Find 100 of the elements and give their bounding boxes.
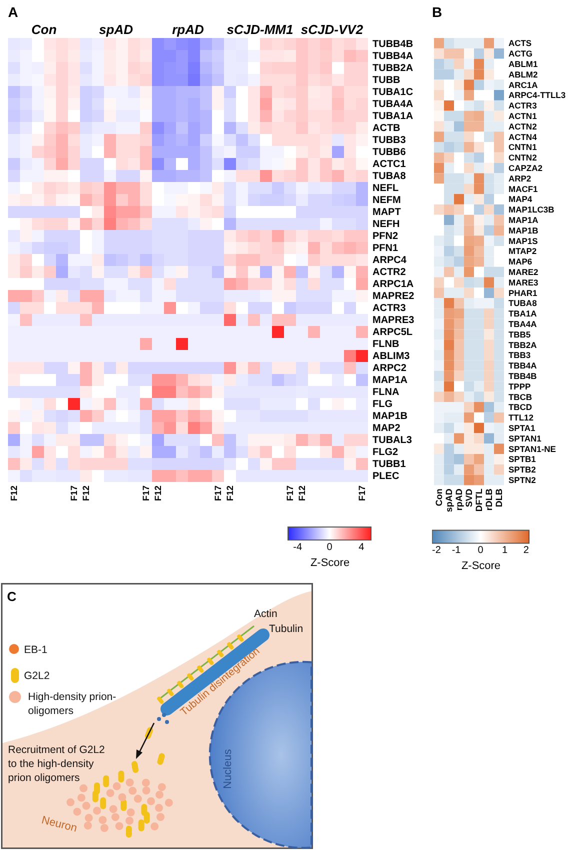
y-tick-label: TBB4B [508,370,537,381]
color-bar-title: Z-Score [461,560,501,572]
y-tick-label: TUBB4A [372,51,414,62]
x-tick-label: F12 [81,486,91,502]
text: Nucleus [222,748,234,789]
y-tick-label: ARPC1A [372,279,414,290]
y-tick-label: MAP6 [508,256,532,267]
x-tick-label: Con [434,488,444,506]
x-tick-label: F17 [213,486,223,502]
y-tick-label: SPTB1 [508,454,536,464]
y-tick-label: CNTN1 [508,142,538,152]
y-tick-label: FLNA [372,387,400,398]
y-tick-label: FLG2 [372,447,398,458]
y-tick-label: PFN1 [372,243,398,254]
text: spAD [99,22,133,37]
x-tick-label: F12 [297,486,307,502]
y-tick-label: SPTAN1-NE [508,444,556,454]
x-tick-label: SVD [464,488,474,508]
color-bar-label: 2 [523,545,530,556]
x-tick-label: F17 [141,486,151,502]
y-tick-label: TUBA1A [372,111,414,122]
x-tick-label: spAD [444,488,454,512]
x-tick-label: F17 [357,486,367,502]
y-tick-label: ACTR3 [508,100,538,111]
y-tick-label: PHAR1 [508,288,538,298]
y-tick-label: MAP1A [508,214,538,225]
y-tick-label: MAP1B [372,411,408,422]
y-tick-label: NEFH [372,219,400,230]
x-tick-label: F17 [285,486,295,502]
y-tick-label: ARP2 [508,173,532,184]
y-tick-label: ABLM1 [508,59,538,69]
y-tick-label: TUBA1C [372,87,414,98]
color-bar-label: -2 [432,545,442,556]
y-tick-label: TUBB2A [372,63,414,74]
x-tick-label: DFTL [474,488,484,512]
y-tick-label: MTAP2 [508,246,537,256]
y-tick-label: ACTN4 [508,132,538,142]
text: High-density prion-oligomers [28,691,117,717]
y-tick-label: TUBAL3 [372,435,412,446]
y-tick-label: PFN2 [372,231,398,242]
y-tick-label: MARE2 [508,266,538,277]
text: Actin [254,608,278,620]
y-tick-label: TUBB4B [372,39,414,50]
chart-title: B [432,4,442,20]
y-tick-label: ACTR3 [372,303,406,314]
y-tick-label: TUBB3 [372,135,406,146]
y-tick-label: ACTS [508,38,532,48]
y-tick-label: SPTN2 [508,474,536,485]
y-tick-label: FLNB [372,339,400,350]
text: C [7,589,17,604]
color-bar-label: -1 [452,545,462,556]
y-tick-label: SPTB2 [508,464,536,475]
y-tick-label: CAPZA2 [508,162,543,173]
y-tick-label: ARPC5L [372,327,413,338]
y-tick-label: TPPP [508,381,531,392]
y-tick-label: TUBB [372,75,400,86]
text: sCJD-MM1 [226,22,294,37]
x-tick-label: rpAD [454,488,464,511]
color-bar-label: 0 [478,545,484,556]
y-tick-label: ARPC4 [372,255,407,266]
y-tick-label: NEFL [372,183,399,194]
y-tick-label: MAP1B [508,225,538,236]
y-tick-label: TBB3 [508,350,531,360]
y-tick-label: TUBA4A [372,99,414,110]
color-bar-label: 1 [502,545,508,556]
color-bar-label: 0 [326,542,333,553]
y-tick-label: TBA4A [508,318,537,329]
y-tick-label: ACTN1 [508,111,538,121]
y-tick-label: ACTG [508,48,533,59]
y-tick-label: MAP1S [508,236,538,246]
text: EB-1 [24,644,48,656]
color-bar-label: 4 [358,542,365,553]
y-tick-label: TBCD [508,402,532,412]
text: Tubulin [269,623,304,635]
y-tick-label: MAP1LC3B [508,204,554,215]
y-tick-label: ACTR2 [372,267,406,278]
y-tick-label: PLEC [372,471,400,482]
chart-title: A [8,4,18,20]
text: rpAD [172,22,204,37]
y-tick-label: SPTA1 [508,422,536,433]
y-tick-label: MAP2 [372,423,401,434]
y-tick-label: MAPRE2 [372,291,415,302]
y-tick-label: TUBA8 [508,298,538,308]
text: Neuron [40,814,78,835]
y-tick-label: ABLIM3 [372,351,410,362]
y-tick-label: TBB4A [508,360,537,371]
y-tick-label: SPTAN1 [508,433,542,444]
y-tick-label: CNTN2 [508,152,538,163]
text: Recruitment of G2L2 to the high-density prion oligomers [8,744,106,784]
y-tick-label: TBB2A [508,340,537,350]
y-tick-label: ARC1A [508,80,538,90]
text: Con [31,22,57,37]
y-tick-label: TBA1A [508,308,537,319]
x-tick-label: DLB [494,488,504,508]
y-tick-label: TBCB [508,392,532,402]
y-tick-label: FLG [372,399,393,410]
color-bar-title: Z-Score [310,557,350,569]
y-tick-label: NEFM [372,195,401,206]
y-tick-label: TUBB6 [372,147,406,158]
y-tick-label: TUBA8 [372,171,406,182]
